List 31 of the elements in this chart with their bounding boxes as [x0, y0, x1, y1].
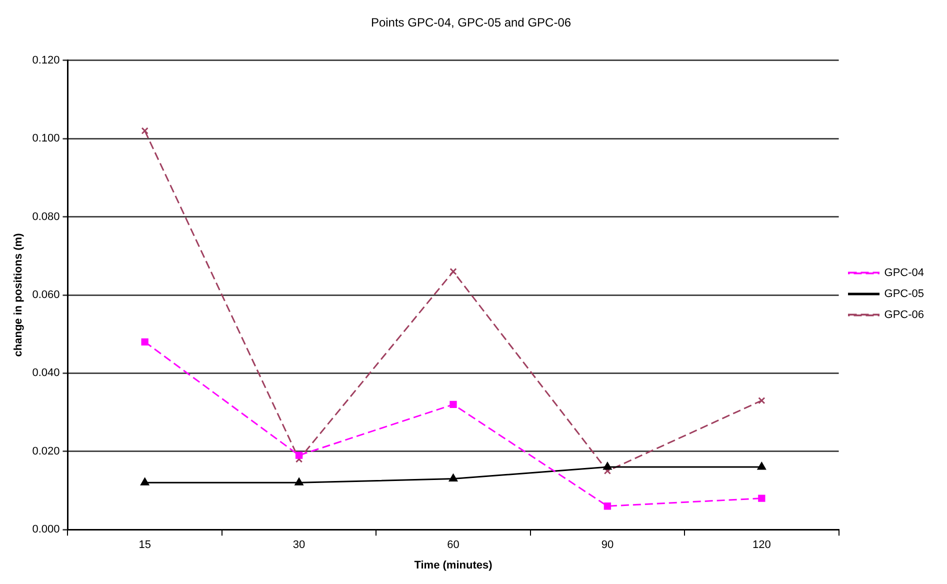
x-tick-label: 30: [292, 539, 306, 552]
y-tick-label: 0.120: [32, 54, 60, 66]
y-tick-label: 0.000: [32, 524, 60, 536]
point: [141, 338, 148, 346]
x-axis-title: Time (minutes): [414, 559, 493, 572]
point: [140, 478, 150, 486]
x-tick-label: 60: [447, 539, 460, 552]
point: [450, 400, 457, 408]
legend-label: GPC-06: [884, 309, 924, 322]
point: [603, 462, 612, 470]
point: [450, 268, 457, 276]
legend-label: GPC-04: [884, 267, 924, 280]
point: [758, 396, 766, 404]
x-tick-label: 120: [752, 539, 771, 552]
legend-label: GPC-05: [884, 288, 924, 300]
y-tick-label: 0.060: [32, 289, 60, 302]
y-tick-label: 0.080: [32, 210, 60, 223]
point: [758, 494, 766, 502]
x-tick-label: 90: [601, 539, 614, 552]
point: [449, 474, 458, 482]
y-tick-label: 0.020: [32, 445, 60, 458]
chart-title: Points GPC-04, GPC-05 and GPC-06: [370, 16, 572, 30]
point: [604, 502, 612, 510]
y-tick-label: 0.040: [32, 367, 60, 380]
y-axis-title: change in positions (m): [12, 232, 25, 357]
point: [294, 478, 304, 486]
point: [757, 462, 766, 470]
x-tick-label: 15: [138, 539, 151, 552]
point: [295, 452, 303, 459]
y-tick-label: 0.100: [32, 132, 60, 145]
point: [141, 127, 148, 134]
